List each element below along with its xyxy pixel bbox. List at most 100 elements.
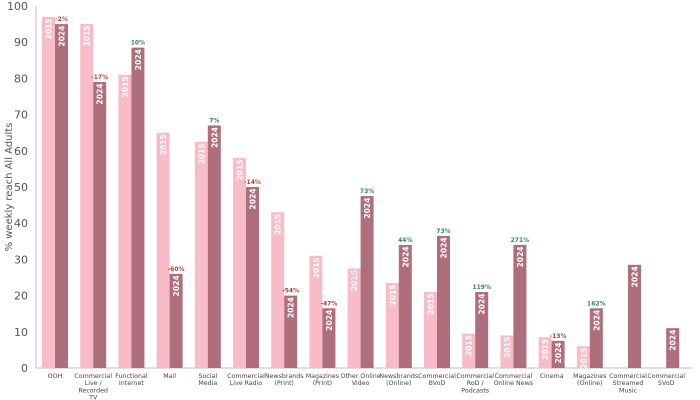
change-label: 271%: [511, 237, 530, 244]
category-label-line: TV: [88, 395, 98, 400]
bar-label-2024: 2024: [287, 297, 296, 318]
category-label-line: Magazines: [573, 373, 606, 380]
category-label-line: Newsbrands: [379, 373, 418, 380]
bar-label-2015: 2015: [503, 337, 512, 358]
bar-label-2024: 2024: [249, 188, 258, 209]
bar-label-2024: 2024: [325, 310, 334, 331]
bar-2015: [309, 255, 323, 368]
category-label-line: OOH: [48, 373, 63, 380]
category-label: Commercial BVoD: [418, 373, 456, 387]
bar-2015: [385, 282, 399, 368]
bar-2015: [118, 74, 132, 368]
bar-label-2024: 2024: [58, 26, 67, 47]
bar-label-2015: 2015: [83, 26, 92, 47]
bar-2024: [131, 47, 145, 368]
bar-label-2015: 2015: [45, 18, 54, 39]
y-tick-label: 20: [14, 290, 28, 303]
category-label: Commercial Live / Recorded TV: [74, 373, 112, 400]
bar-label-2024: 2024: [134, 49, 143, 70]
change-label: 119%: [472, 284, 491, 291]
category-label-line: Commercial: [495, 373, 533, 380]
category-label: Other Online Video: [340, 373, 380, 387]
category-label-line: Commercial: [456, 373, 494, 380]
category-label-line: Commercial: [74, 373, 112, 380]
category-label: Cinema: [540, 373, 564, 380]
y-axis-title: % weekly reach All Adults: [4, 123, 15, 252]
bar-2024: [666, 328, 680, 368]
category-label: Functional Internet: [115, 373, 148, 387]
bar-label-2015: 2015: [350, 270, 359, 291]
y-tick-label: 0: [21, 362, 28, 375]
change-label: -13%: [550, 333, 567, 340]
bar-label-2015: 2015: [121, 76, 130, 97]
bar-2015: [271, 212, 285, 368]
bar-2015: [538, 337, 552, 368]
category-label-line: Social: [198, 373, 217, 380]
bar-label-2024: 2024: [478, 293, 487, 314]
y-tick-label: 40: [14, 217, 28, 230]
bar-label-2024: 2024: [440, 237, 449, 258]
bar-2015: [156, 132, 170, 368]
category-label-line: (Print): [274, 380, 293, 387]
category-label-line: Music: [619, 387, 637, 394]
category-label-line: Functional: [115, 373, 148, 380]
bar-label-2015: 2015: [159, 134, 168, 155]
category-label: Commercial Online News: [494, 373, 533, 387]
category-label-line: Media: [198, 380, 217, 387]
bar-label-2024: 2024: [96, 83, 105, 104]
change-label: 73%: [360, 188, 374, 195]
bar-label-2015: 2015: [312, 257, 321, 278]
category-label-line: Commercial: [227, 373, 265, 380]
bar-2015: [42, 16, 55, 369]
bar-2015: [80, 24, 94, 368]
bar-label-2024: 2024: [631, 266, 640, 287]
bar-label-2015: 2015: [274, 214, 283, 235]
category-label-line: (Print): [313, 380, 332, 387]
bar-2024: [628, 264, 641, 368]
change-label: -14%: [244, 179, 261, 186]
category-label-line: Commercial: [418, 373, 456, 380]
category-label-line: SVoD: [658, 380, 675, 387]
change-label: 10%: [131, 40, 145, 47]
bar-label-2024: 2024: [516, 246, 525, 267]
category-label: Newsbrands (Online): [379, 373, 418, 387]
category-label-line: Newsbrands: [265, 373, 304, 380]
category-label: OOH: [48, 373, 63, 380]
change-label: 7%: [209, 117, 219, 124]
bar-2024: [437, 235, 450, 368]
category-label: Commercial Live Radio: [227, 373, 265, 387]
category-label: Social Media: [198, 373, 217, 387]
bar-2024: [513, 244, 527, 368]
category-label-line: Recorded: [78, 387, 108, 394]
category-label: Commercial SVoD: [647, 373, 685, 387]
bar-2024: [246, 187, 259, 368]
category-label-line: Online News: [494, 380, 533, 387]
bar-2015: [233, 158, 246, 368]
bar-2024: [169, 273, 183, 368]
y-tick-label: 80: [14, 72, 28, 85]
category-label-line: Streamed: [613, 380, 644, 387]
y-tick-label: 30: [14, 253, 28, 266]
category-label-line: Commercial: [647, 373, 685, 380]
bar-label-2015: 2015: [465, 335, 474, 356]
bar-2024: [322, 308, 336, 368]
category-label-line: (Online): [577, 380, 602, 387]
change-label: 162%: [587, 300, 606, 307]
category-label-line: RoD /: [467, 380, 485, 387]
category-label-line: Mail: [163, 373, 176, 380]
y-tick-label: 90: [14, 36, 28, 49]
bar-2024: [551, 340, 565, 368]
category-label-line: Live /: [85, 380, 103, 387]
category-label-line: Other Online: [340, 373, 380, 380]
bar-2015: [576, 346, 590, 368]
change-label: -2%: [55, 16, 68, 23]
bar-2024: [398, 244, 412, 368]
bar-2024: [360, 196, 374, 368]
category-label-line: Magazines: [306, 373, 339, 380]
bar-2024: [284, 295, 298, 368]
bar-2015: [462, 333, 476, 368]
bar-label-2024: 2024: [363, 197, 372, 218]
bar-label-2024: 2024: [210, 127, 219, 148]
bar-label-2015: 2015: [197, 143, 206, 164]
